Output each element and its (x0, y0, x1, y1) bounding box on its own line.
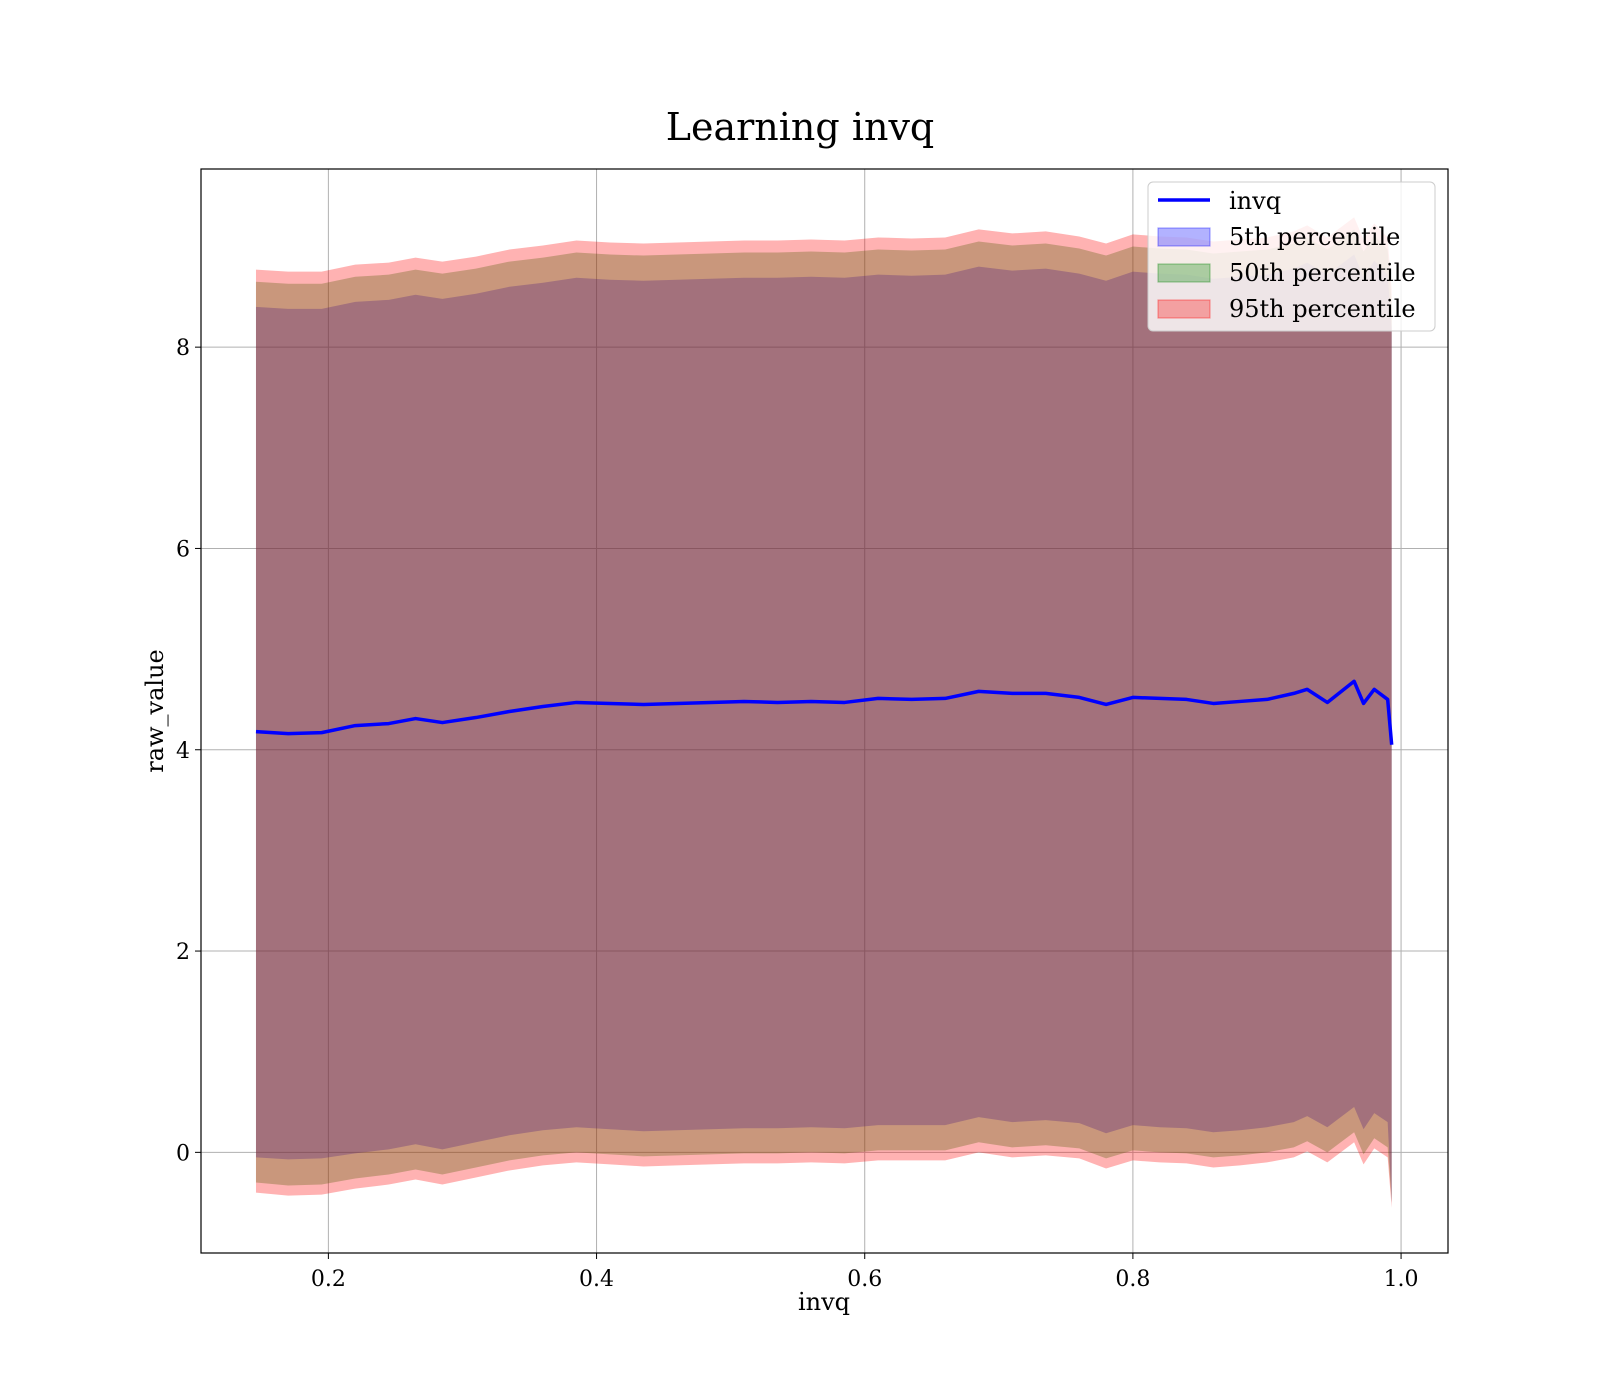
legend-swatch-5th (1157, 227, 1211, 247)
legend-label-95th: 95th percentile (1229, 295, 1416, 323)
x-tick-label: 0.2 (311, 1267, 346, 1292)
y-tick-label: 6 (176, 537, 190, 562)
x-tick-label: 1.0 (1384, 1267, 1419, 1292)
invq-line-layer (255, 679, 1394, 745)
y-tick-label: 8 (176, 336, 190, 361)
grid (201, 169, 1448, 1253)
x-axis-label: invq (798, 1288, 850, 1316)
percentile-bands (255, 217, 1392, 1208)
legend-label-50th: 50th percentile (1229, 259, 1416, 287)
band-50th-percentile (255, 229, 1392, 1203)
y-ticks: 0 2 4 6 8 (176, 336, 201, 1166)
legend-swatch-95th (1157, 299, 1211, 319)
y-tick-label: 0 (176, 1141, 190, 1166)
x-tick-label: 0.4 (579, 1267, 614, 1292)
legend: invq 5th percentile 50th percentile 95th… (1147, 181, 1436, 332)
x-ticks: 0.2 0.4 0.6 0.8 1.0 (311, 1253, 1419, 1292)
y-tick-label: 2 (176, 940, 190, 965)
y-tick-label: 4 (176, 739, 190, 764)
chart-title: Learning invq (666, 105, 934, 149)
band-5th-percentile (255, 254, 1392, 1203)
legend-box (1147, 181, 1436, 332)
legend-swatch-50th (1157, 263, 1211, 283)
x-tick-label: 0.6 (847, 1267, 882, 1292)
legend-label-5th: 5th percentile (1229, 223, 1400, 251)
legend-label-invq: invq (1229, 187, 1281, 215)
band-95th-percentile (255, 217, 1392, 1208)
invq-line (255, 679, 1394, 745)
x-tick-label: 0.8 (1115, 1267, 1150, 1292)
plot-frame (200, 168, 1449, 1254)
y-axis-label: raw_value (141, 649, 169, 773)
